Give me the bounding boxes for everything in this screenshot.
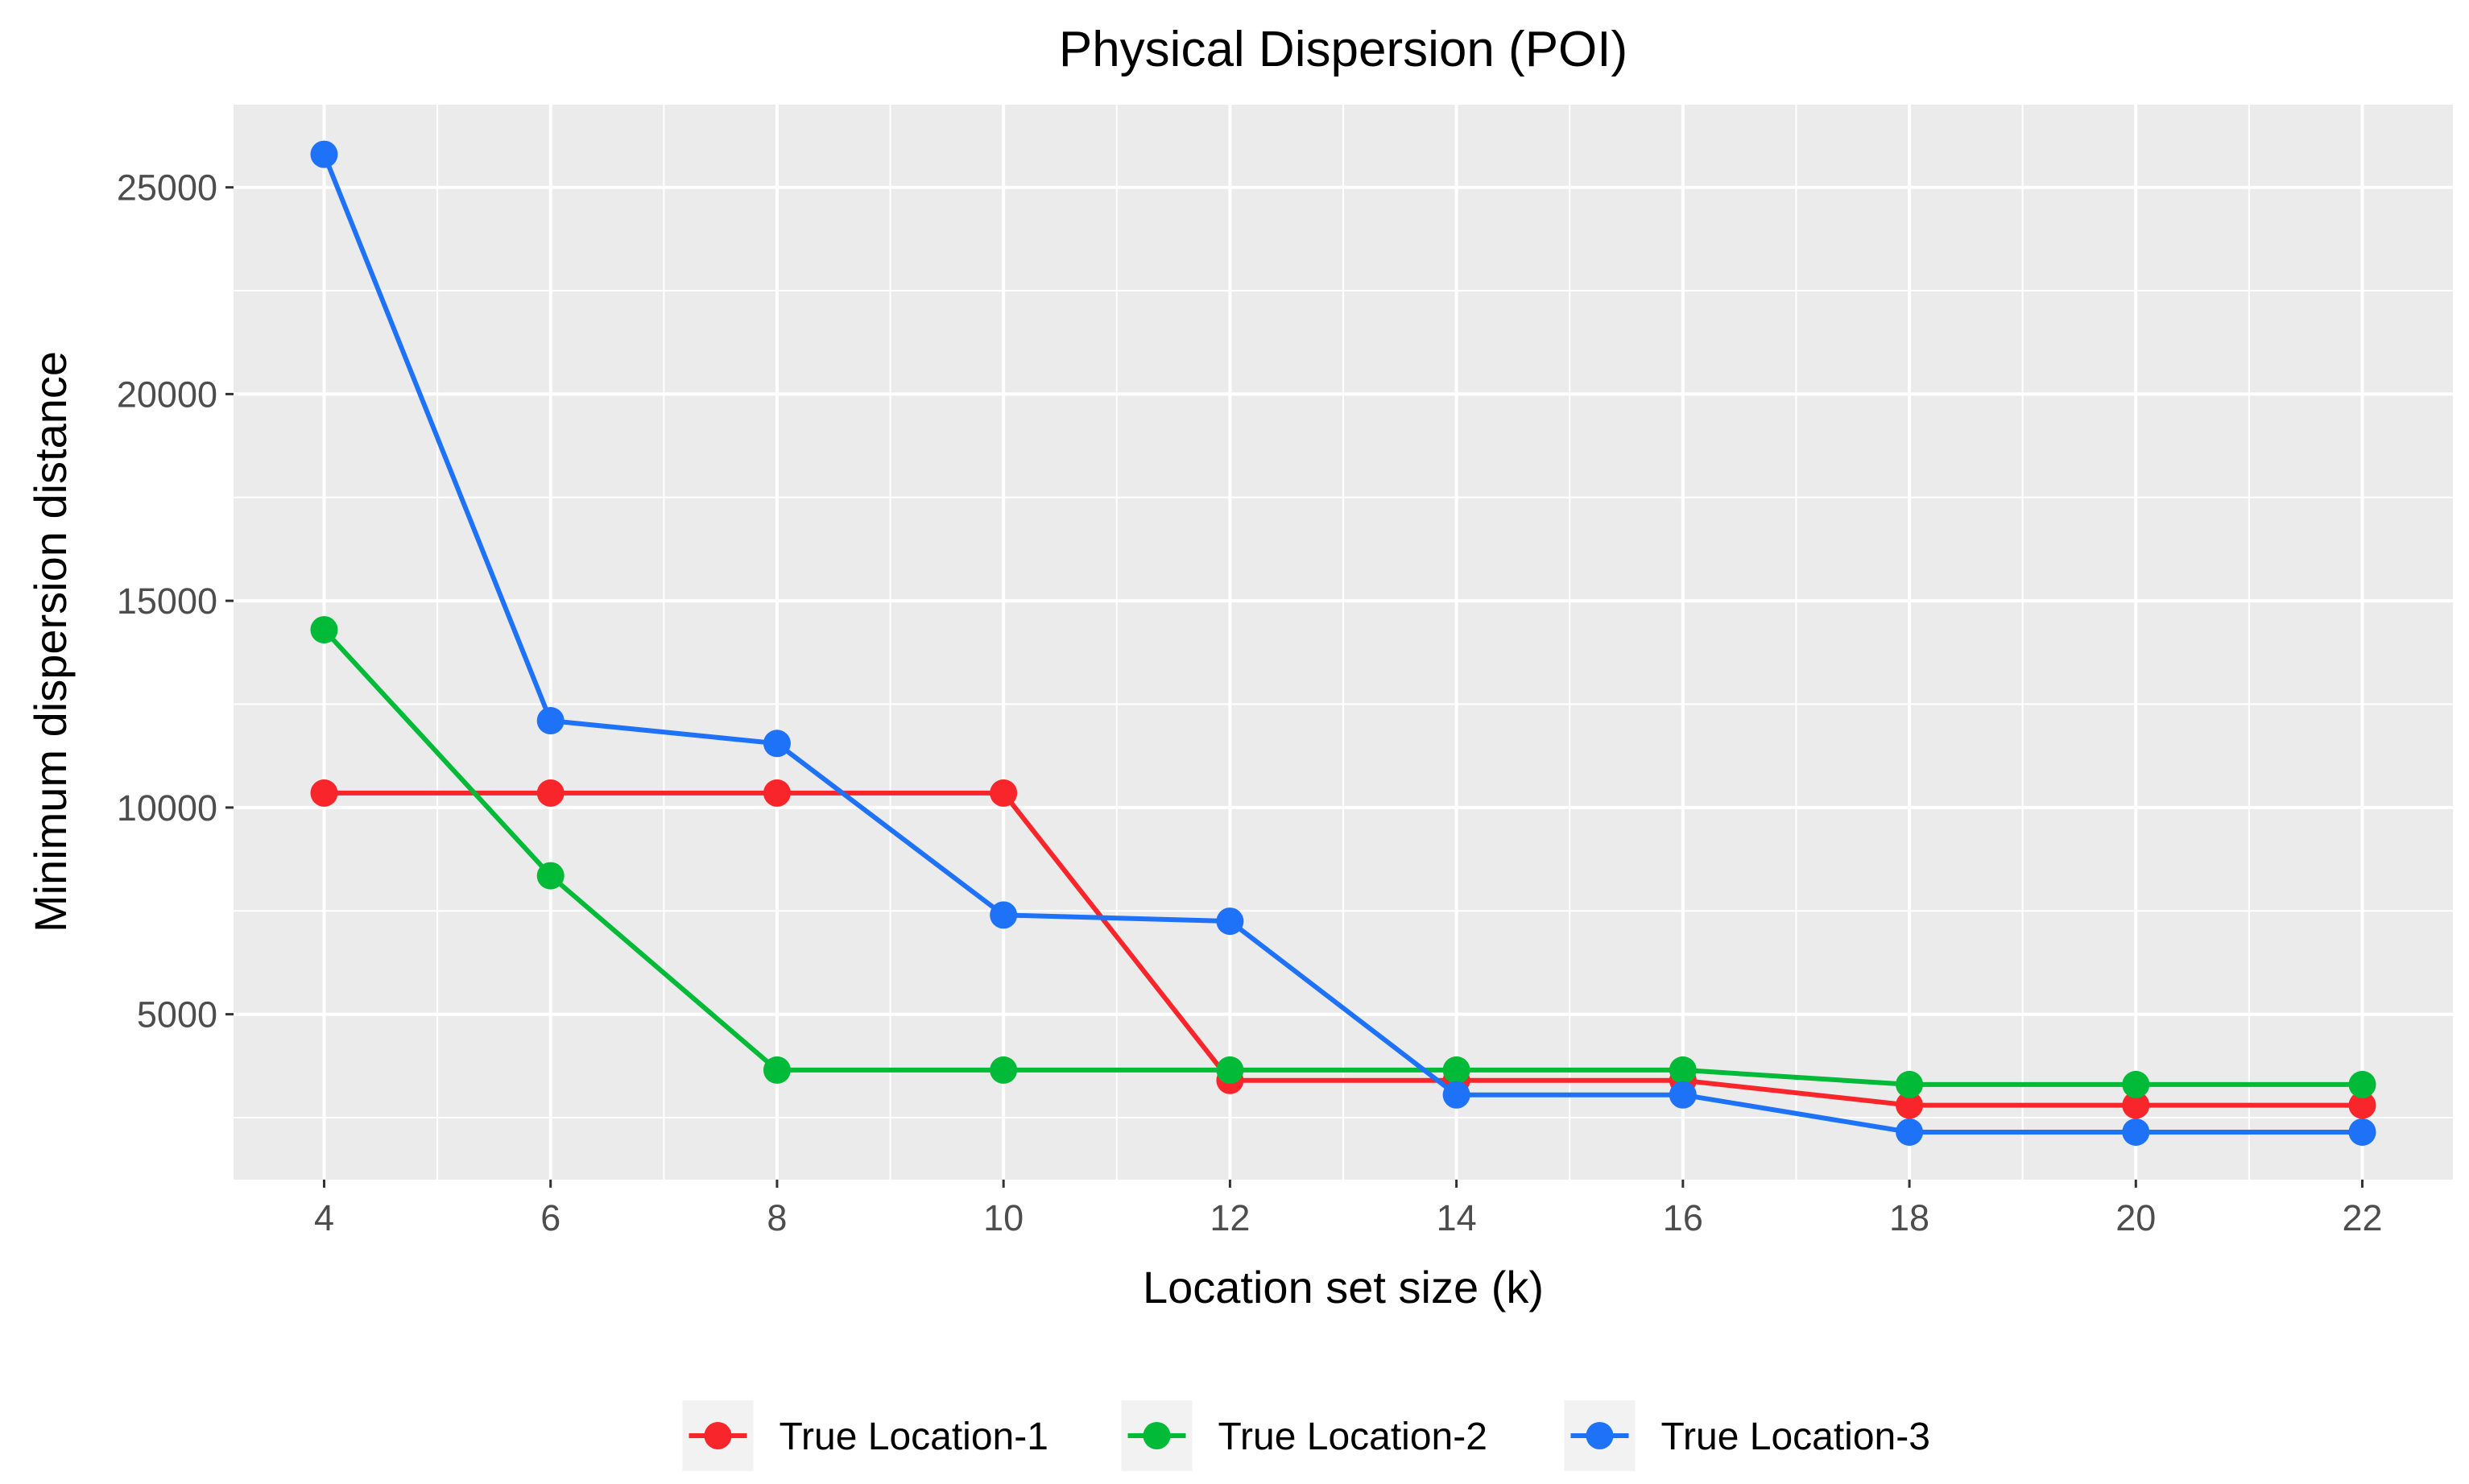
legend-label: True Location-3 [1661, 1416, 1930, 1458]
data-point [536, 779, 565, 807]
legend-label: True Location-1 [780, 1416, 1048, 1458]
data-point [990, 779, 1018, 807]
legend-item-1: True Location-1 [682, 1400, 1048, 1471]
chart-title: Physical Dispersion (POI) [1059, 22, 1627, 77]
legend-key-point [1143, 1422, 1171, 1449]
data-point [1896, 1070, 1924, 1098]
legend-item-2: True Location-2 [1121, 1400, 1487, 1471]
data-point [2122, 1070, 2150, 1098]
x-tick-label: 12 [1210, 1197, 1250, 1238]
y-axis: 5000 10000 15000 20000 25000 [117, 167, 234, 1035]
data-point [1216, 907, 1244, 936]
data-point [763, 779, 791, 807]
x-tick-label: 10 [983, 1197, 1024, 1238]
x-tick-label: 4 [314, 1197, 334, 1238]
data-point [990, 1056, 1018, 1084]
series-layer [310, 140, 2376, 1146]
data-point [1896, 1091, 1924, 1119]
x-tick-label: 16 [1663, 1197, 1703, 1238]
x-tick-label: 20 [2115, 1197, 2156, 1238]
y-tick-label: 25000 [117, 167, 217, 209]
legend: True Location-1 True Location-2 True Locat… [682, 1400, 1930, 1471]
y-tick-label: 5000 [137, 994, 217, 1035]
data-point [1216, 1056, 1244, 1084]
data-point [1669, 1056, 1697, 1084]
data-point [2122, 1118, 2150, 1146]
data-point [310, 616, 338, 644]
x-axis: 4 6 8 10 12 14 16 18 20 22 [314, 1180, 2383, 1238]
data-point [536, 707, 565, 735]
series-line [321, 627, 2365, 1087]
data-point [536, 862, 565, 890]
legend-label: True Location-2 [1218, 1416, 1487, 1458]
x-tick-label: 6 [540, 1197, 560, 1238]
x-tick-label: 14 [1437, 1197, 1477, 1238]
data-point [1896, 1118, 1924, 1146]
data-point [2348, 1118, 2376, 1146]
x-tick-label: 8 [767, 1197, 787, 1238]
data-point [990, 901, 1018, 929]
data-point [2348, 1091, 2376, 1119]
y-tick-label: 10000 [117, 787, 217, 829]
data-point [2122, 1091, 2150, 1119]
legend-key-point [704, 1422, 732, 1449]
series-2 [310, 616, 2376, 1098]
x-tick-label: 18 [1889, 1197, 1929, 1238]
y-tick-label: 20000 [117, 374, 217, 415]
data-point [1669, 1081, 1697, 1109]
y-axis-title: Minimum dispersion distance [25, 351, 76, 932]
data-point [310, 779, 338, 807]
data-point [2348, 1070, 2376, 1098]
legend-key-point [1586, 1422, 1614, 1449]
series-line [321, 790, 2365, 1108]
y-tick-label: 15000 [117, 581, 217, 622]
data-point [1442, 1081, 1470, 1109]
series-3 [310, 140, 2376, 1146]
grid-major [234, 105, 2453, 1180]
series-line [321, 151, 2365, 1135]
data-point [310, 140, 338, 168]
legend-item-3: True Location-3 [1564, 1400, 1930, 1471]
data-point [763, 730, 791, 758]
x-tick-label: 22 [2342, 1197, 2382, 1238]
series-1 [310, 779, 2376, 1119]
x-axis-title: Location set size (k) [1143, 1262, 1544, 1312]
data-point [763, 1056, 791, 1084]
data-point [1442, 1056, 1470, 1084]
grid-minor [234, 105, 2453, 1180]
